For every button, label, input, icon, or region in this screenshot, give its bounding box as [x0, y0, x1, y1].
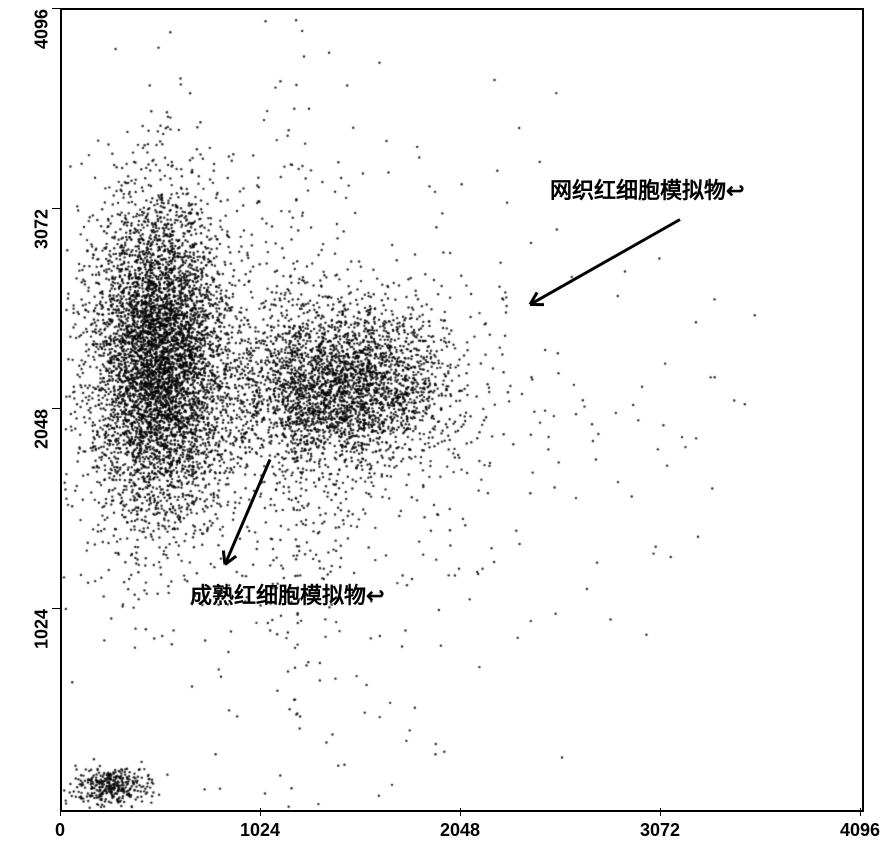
y-tick-label: 2048 — [32, 409, 53, 449]
y-tick-label: 1024 — [32, 609, 53, 649]
y-tick — [52, 608, 60, 609]
y-tick — [52, 408, 60, 409]
x-tick — [460, 808, 461, 816]
y-tick-label: 4096 — [32, 9, 53, 49]
plot-area — [60, 8, 864, 812]
y-tick — [52, 208, 60, 209]
x-tick-label: 2048 — [440, 820, 480, 841]
x-tick — [60, 808, 61, 816]
x-tick — [260, 808, 261, 816]
scatter-canvas — [62, 10, 862, 810]
y-tick-label: 3072 — [32, 209, 53, 249]
mature_label-annotation: 成熟红细胞模拟物↩ — [190, 578, 384, 610]
x-tick-label: 4096 — [840, 820, 880, 841]
x-tick-label: 1024 — [240, 820, 280, 841]
x-tick — [660, 808, 661, 816]
reticulocyte_label-annotation: 网织红细胞模拟物↩ — [550, 173, 744, 205]
x-tick — [860, 808, 861, 816]
x-tick-label: 0 — [55, 820, 65, 841]
reticulocyte_label-arrowhead2 — [530, 303, 544, 306]
y-tick — [52, 8, 60, 9]
scatter-chart: 0 1024 2048 3072 4096 1024 2048 3072 4096 网织红细胞模拟… — [0, 0, 887, 863]
x-tick-label: 3072 — [640, 820, 680, 841]
